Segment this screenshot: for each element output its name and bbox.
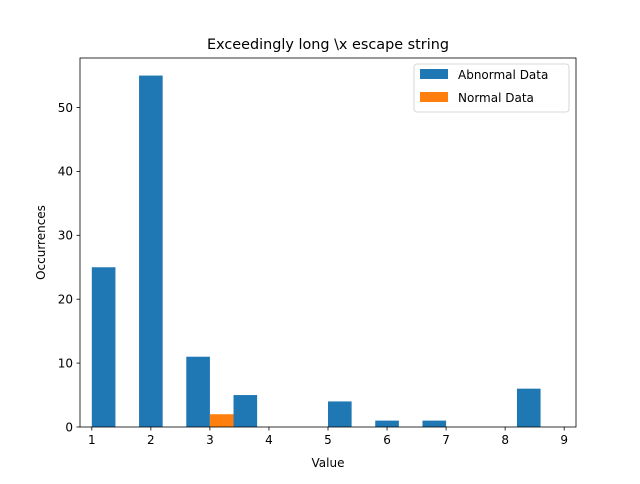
bar-abnormal-data-2	[139, 75, 163, 427]
x-tick-label: 4	[265, 433, 273, 447]
bar-abnormal-data-6	[328, 401, 352, 427]
legend-swatch-normal-data	[420, 92, 448, 102]
bar-abnormal-data-4	[233, 395, 258, 427]
y-tick-label: 10	[58, 356, 73, 370]
x-tick-label: 3	[206, 433, 214, 447]
bar-normal-data-3	[209, 414, 234, 427]
x-tick-label: 2	[147, 433, 155, 447]
y-tick-label: 40	[58, 165, 73, 179]
x-tick-label: 1	[88, 433, 96, 447]
x-tick-label: 8	[501, 433, 509, 447]
x-tick-label: 6	[383, 433, 391, 447]
y-axis: 0 10 20 30 40 50	[58, 101, 80, 434]
x-axis: 1 2 3 4 5 6 7 8 9	[88, 427, 568, 447]
bar-abnormal-data-1	[91, 267, 116, 427]
y-tick-label: 50	[58, 101, 73, 115]
y-tick-label: 30	[58, 229, 73, 243]
plot-frame	[79, 57, 577, 428]
x-tick-label: 5	[324, 433, 332, 447]
bars-group	[91, 75, 541, 427]
x-tick-label: 7	[442, 433, 450, 447]
legend-label-normal-data: Normal Data	[458, 91, 534, 105]
bar-abnormal-data-7	[375, 420, 399, 427]
y-axis-label: Occurrences	[34, 205, 48, 280]
x-axis-label: Value	[312, 456, 345, 470]
legend-label-abnormal-data: Abnormal Data	[458, 68, 548, 82]
x-tick-label: 9	[560, 433, 568, 447]
y-tick-label: 0	[65, 420, 73, 434]
bar-abnormal-data-3	[186, 356, 210, 427]
legend-swatch-abnormal-data	[420, 69, 448, 79]
legend-frame	[413, 63, 570, 113]
bar-abnormal-data-10	[516, 388, 541, 427]
legend: Abnormal Data Normal Data	[413, 63, 570, 113]
chart-title: Exceedingly long \x escape string	[207, 37, 449, 53]
y-tick-label: 20	[58, 293, 73, 307]
bar-abnormal-data-8	[422, 420, 447, 427]
